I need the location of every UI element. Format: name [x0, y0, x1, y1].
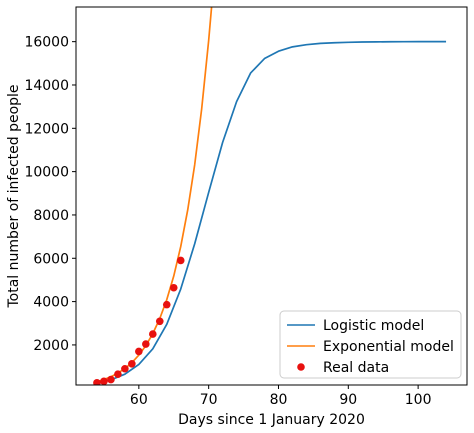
data-point	[121, 364, 129, 373]
legend-label-real-data: Real data	[323, 360, 389, 376]
plot-frame	[75, 6, 468, 386]
x-tick-label: 80	[270, 392, 288, 408]
y-tick-label: 4000	[33, 295, 69, 311]
legend-box	[279, 310, 462, 379]
x-tick-label: 60	[130, 392, 148, 408]
data-point	[149, 330, 157, 338]
y-tick-label: 12000	[24, 121, 69, 137]
y-tick-label: 14000	[24, 78, 69, 94]
logistic-model-line	[96, 40, 447, 385]
x-axis-label: Days since 1 January 2020	[178, 412, 365, 428]
legend-swatch-real-data	[297, 363, 305, 371]
legend: Logistic model Exponential model Real da…	[279, 310, 462, 379]
legend-label-logistic: Logistic model	[323, 318, 424, 334]
y-axis-label: Total number of infected people	[6, 84, 22, 308]
data-point	[176, 256, 185, 265]
data-point	[135, 347, 143, 356]
data-point	[142, 340, 150, 348]
y-tick-label: 2000	[33, 338, 69, 354]
legend-label-exponential: Exponential model	[323, 339, 454, 355]
data-point	[100, 377, 108, 385]
data-point	[93, 379, 101, 385]
data-point	[169, 283, 178, 292]
x-tick-label: 100	[405, 392, 432, 408]
data-point	[155, 317, 164, 326]
y-tick-label: 6000	[33, 251, 69, 267]
y-tick-label: 16000	[24, 35, 69, 51]
y-tick-label: 10000	[24, 165, 69, 181]
series-layer	[93, 7, 447, 385]
y-tick-label: 8000	[33, 208, 69, 224]
x-tick-label: 90	[339, 392, 357, 408]
y-axis-ticks: 2000 4000 6000 8000 10000 12000 14000 16000	[24, 35, 76, 354]
data-point	[128, 359, 136, 368]
data-point	[114, 370, 122, 378]
x-tick-label: 70	[200, 392, 218, 408]
x-axis-ticks: 60 70 80 90 100	[130, 385, 432, 408]
data-point	[162, 300, 171, 309]
data-point	[107, 375, 115, 384]
